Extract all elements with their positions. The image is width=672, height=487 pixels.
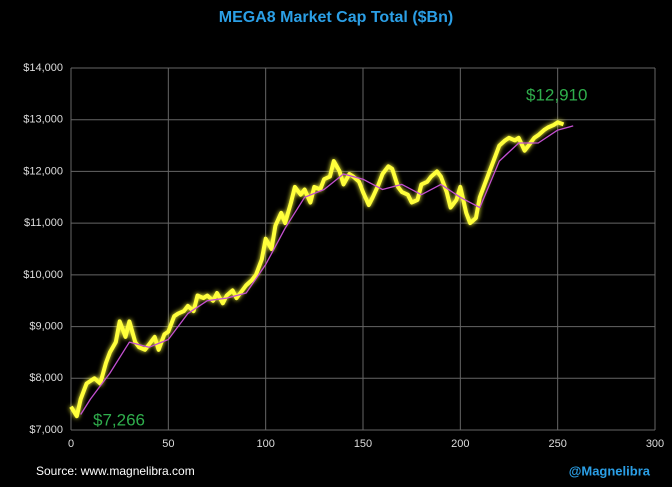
x-tick-label: 200 [451, 438, 469, 450]
y-tick-label: $7,000 [29, 424, 63, 436]
x-tick-label: 250 [548, 438, 566, 450]
y-tick-label: $10,000 [23, 269, 63, 281]
y-tick-label: $9,000 [29, 320, 63, 332]
chart-title: MEGA8 Market Cap Total ($Bn) [219, 9, 453, 26]
y-tick-label: $11,000 [24, 217, 63, 229]
y-tick-label: $14,000 [23, 62, 63, 74]
x-tick-label: 100 [256, 438, 274, 450]
line-series [69, 120, 565, 419]
annotation: $12,910 [526, 85, 587, 104]
credit: @Magnelibra [569, 463, 651, 478]
source: Source: www.magnelibra.com [36, 464, 195, 478]
x-tick-label: 300 [646, 438, 664, 450]
line-series [80, 125, 574, 415]
y-tick-label: $8,000 [29, 372, 63, 384]
x-tick-label: 50 [162, 438, 174, 450]
x-tick-label: 150 [354, 438, 372, 450]
annotation: $7,266 [93, 410, 145, 429]
x-tick-label: 0 [68, 438, 74, 450]
y-tick-label: $12,000 [23, 165, 63, 177]
y-tick-label: $13,000 [23, 114, 63, 126]
